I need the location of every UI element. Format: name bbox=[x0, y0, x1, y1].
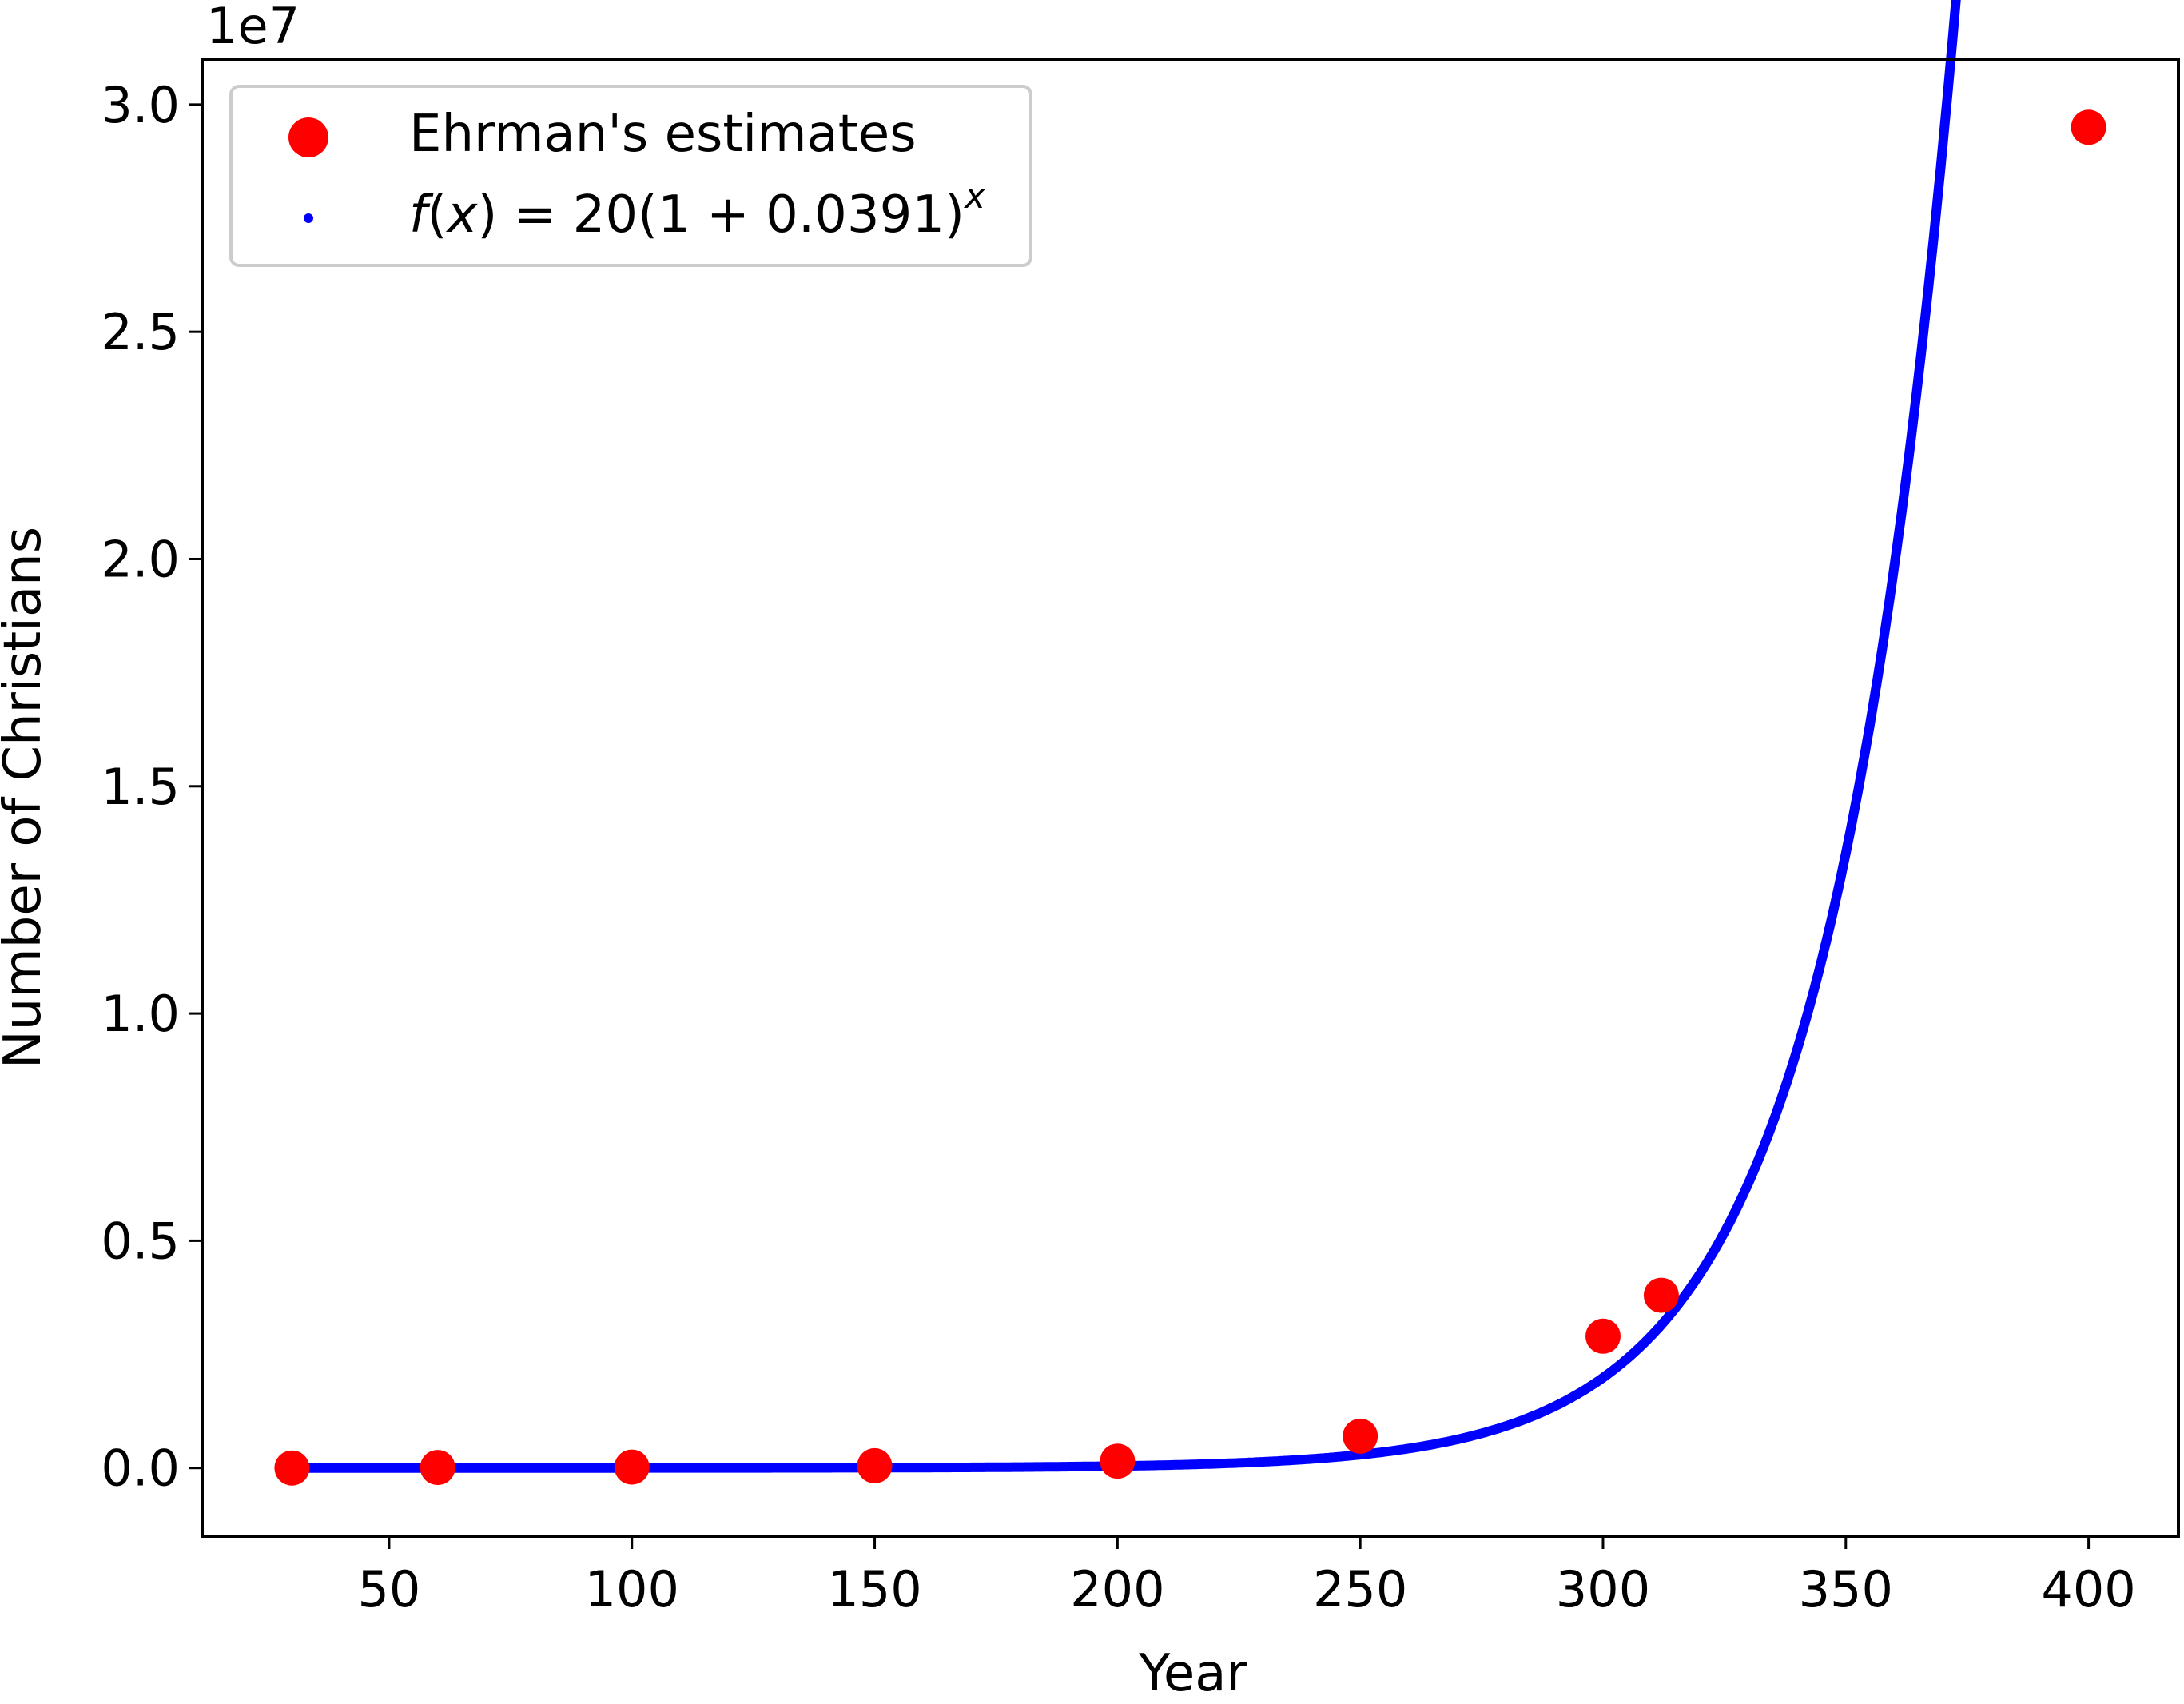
data-point bbox=[857, 1447, 893, 1483]
legend-marker-estimates bbox=[288, 117, 328, 157]
data-point bbox=[1343, 1418, 1378, 1454]
x-tick-label: 400 bbox=[2041, 1560, 2135, 1618]
data-point bbox=[1585, 1318, 1621, 1354]
y-tick-label: 1.5 bbox=[101, 758, 180, 816]
x-axis-ticks: 50 100 150 200 250 300 350 400 bbox=[357, 1536, 2136, 1618]
plot-frame bbox=[201, 58, 2180, 1538]
scatter-points bbox=[274, 109, 2106, 1486]
y-tick-label: 3.0 bbox=[101, 76, 180, 134]
x-tick-label: 350 bbox=[1799, 1560, 1893, 1618]
y-axis-ticks: 0.0 0.5 1.0 1.5 2.0 2.5 3.0 bbox=[101, 76, 202, 1498]
y-tick-label: 0.5 bbox=[101, 1212, 180, 1270]
data-point bbox=[2071, 109, 2106, 145]
y-tick-label: 0.0 bbox=[101, 1439, 180, 1498]
y-tick-label: 2.0 bbox=[101, 530, 180, 588]
legend: Ehrman's estimates f(x) = 20(1 + 0.0391)… bbox=[229, 85, 1032, 267]
x-tick-label: 50 bbox=[357, 1560, 420, 1618]
data-point bbox=[1643, 1277, 1679, 1313]
fit-curve-line bbox=[287, 0, 1961, 1473]
data-point bbox=[420, 1450, 455, 1486]
x-tick-label: 200 bbox=[1070, 1560, 1164, 1618]
x-tick-label: 250 bbox=[1313, 1560, 1407, 1618]
legend-label-estimates: Ehrman's estimates bbox=[409, 105, 917, 164]
legend-marker-fit bbox=[304, 213, 313, 223]
x-axis-label: Year bbox=[1138, 1644, 1247, 1703]
data-point bbox=[1100, 1443, 1136, 1479]
y-axis-label: Number of Christians bbox=[0, 527, 53, 1069]
y-tick-label: 1.0 bbox=[101, 985, 180, 1043]
fit-curve bbox=[287, 0, 1961, 1473]
x-tick-label: 300 bbox=[1556, 1560, 1650, 1618]
x-tick-label: 150 bbox=[827, 1560, 921, 1618]
legend-box bbox=[229, 85, 1032, 267]
data-point bbox=[274, 1450, 310, 1486]
y-offset-label: 1e7 bbox=[206, 0, 300, 55]
x-tick-label: 100 bbox=[585, 1560, 679, 1618]
data-point bbox=[614, 1449, 650, 1485]
legend-label-fit: f(x) = 20(1 + 0.0391)x bbox=[409, 176, 986, 245]
y-tick-label: 2.5 bbox=[101, 303, 180, 361]
